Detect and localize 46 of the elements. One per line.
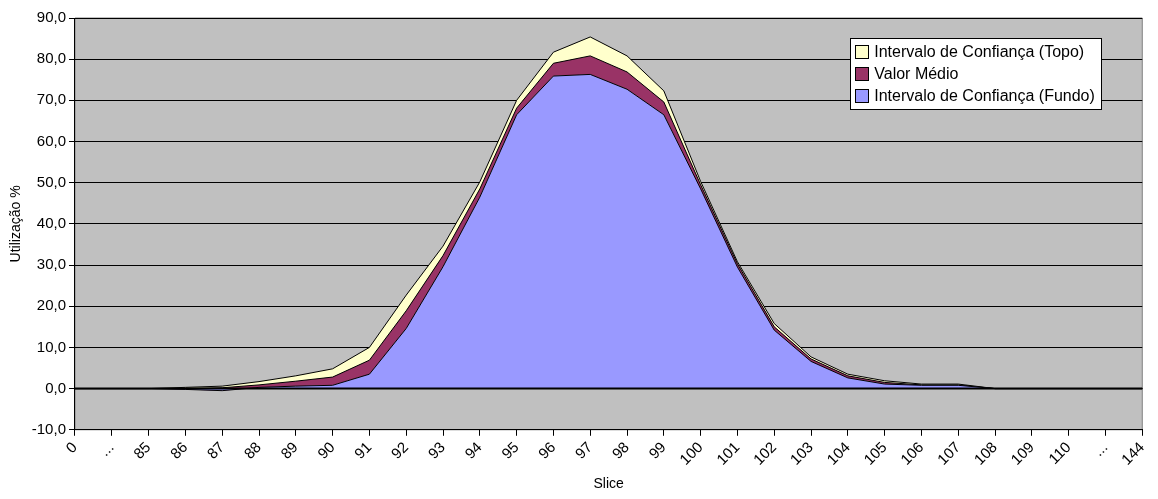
x-tick-label: 86 <box>166 438 191 462</box>
x-tick-label: 0 <box>62 438 81 457</box>
y-axis-title: Utilização % <box>7 185 24 263</box>
y-tick-label: 10,0 <box>36 337 66 355</box>
x-tick-label: 88 <box>240 438 265 462</box>
x-tick-label: ... <box>1089 438 1111 460</box>
legend-label: Intervalo de Confiança (Topo) <box>874 42 1085 62</box>
y-tick-label: 40,0 <box>36 214 66 232</box>
x-tick-label: 92 <box>387 438 412 462</box>
x-axis-title: Slice <box>593 475 625 492</box>
x-tick-label: 95 <box>497 438 522 462</box>
x-tick-label: 100 <box>675 438 706 468</box>
x-tick-label: 102 <box>749 438 780 468</box>
x-tick-label: 99 <box>645 438 669 462</box>
x-tick-label: ... <box>95 438 117 460</box>
y-tick-label: 50,0 <box>36 172 66 190</box>
y-tick-label: 80,0 <box>36 49 66 67</box>
x-tick-label: 91 <box>350 438 375 462</box>
x-tick-label: 97 <box>571 438 596 462</box>
x-tick-label: 106 <box>896 438 927 468</box>
y-tick-label: 0,0 <box>45 378 66 396</box>
x-tick-label: 105 <box>859 438 890 468</box>
x-tick-label: 85 <box>129 438 154 462</box>
y-tick-label: 30,0 <box>36 255 66 273</box>
x-tick-label: 94 <box>461 438 485 462</box>
x-tick-label: 104 <box>823 438 853 468</box>
y-tick-label: 90,0 <box>36 8 66 26</box>
x-tick-label: 101 <box>712 438 743 468</box>
x-tick-label: 103 <box>786 438 817 468</box>
x-tick-label: 98 <box>608 438 633 462</box>
legend-label: Intervalo de Confiança (Fundo) <box>874 86 1095 106</box>
x-tick-label: 90 <box>313 438 338 462</box>
x-tick-label: 144 <box>1117 438 1148 468</box>
y-tick-label: 70,0 <box>36 90 66 108</box>
y-tick-label: 60,0 <box>36 131 66 149</box>
y-tick-label: 20,0 <box>36 296 66 314</box>
x-tick-label: 109 <box>1007 438 1037 468</box>
x-tick-label: 110 <box>1044 438 1074 468</box>
x-tick-label: 89 <box>277 438 301 462</box>
x-tick-label: 87 <box>203 438 228 462</box>
legend-label: Valor Médio <box>874 64 959 84</box>
x-tick-label: 107 <box>933 438 964 468</box>
y-tick-label: -10,0 <box>31 419 66 437</box>
x-tick-label: 108 <box>970 438 1001 468</box>
x-tick-label: 93 <box>424 438 449 462</box>
x-tick-label: 96 <box>534 438 559 462</box>
